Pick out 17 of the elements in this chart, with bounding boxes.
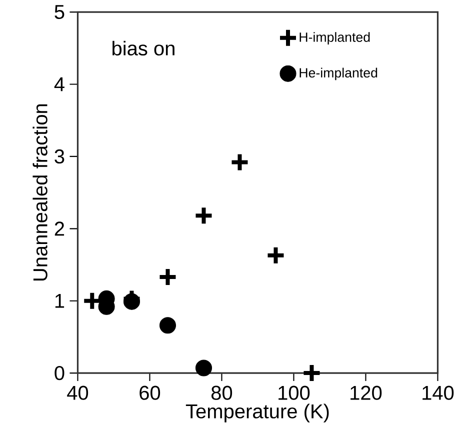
y-tick-label: 1 bbox=[55, 294, 64, 308]
x-tick-label: 100 bbox=[278, 386, 310, 400]
y-axis-title: Unannealed fraction bbox=[32, 104, 48, 281]
y-tick-label: 5 bbox=[54, 5, 64, 20]
y-tick-label: 2 bbox=[54, 222, 64, 236]
y-tick-label: 0 bbox=[54, 366, 64, 380]
x-tick-label: 140 bbox=[422, 386, 454, 400]
x-axis-title: Temperature (K) bbox=[186, 404, 329, 422]
x-tick-label: 80 bbox=[211, 386, 232, 400]
legend-label: H-implanted bbox=[300, 32, 370, 45]
y-tick-label: 3 bbox=[54, 149, 64, 164]
annotation: bias on bbox=[112, 40, 174, 56]
y-tick-label: 4 bbox=[54, 77, 64, 92]
x-tick-label: 40 bbox=[67, 386, 88, 400]
x-tick-label: 60 bbox=[140, 386, 160, 400]
x-tick-label: 120 bbox=[350, 386, 382, 400]
legend-label: He-implanted bbox=[300, 68, 378, 80]
